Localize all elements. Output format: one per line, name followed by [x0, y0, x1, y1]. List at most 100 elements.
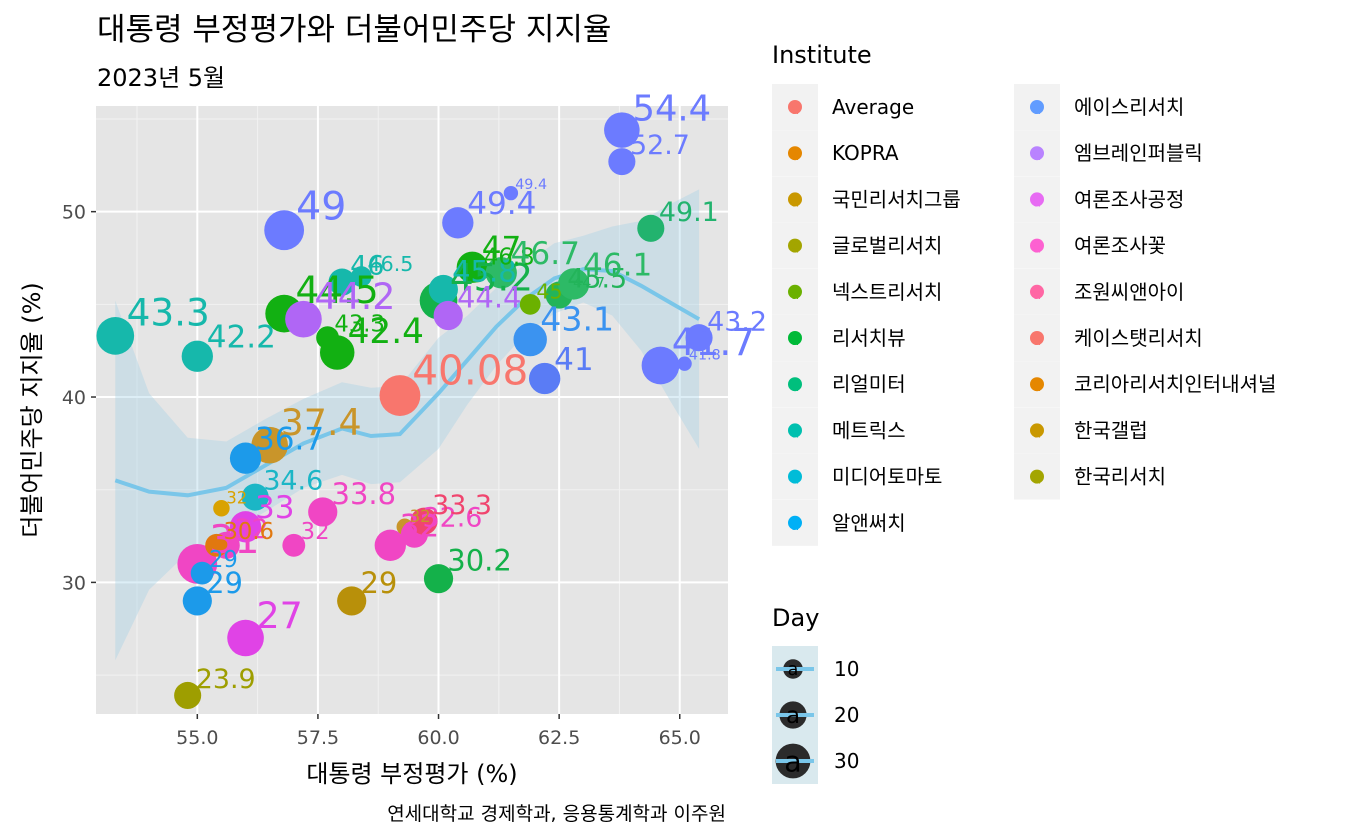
legend-label: 여론조사공정 [1074, 187, 1184, 211]
data-point [227, 619, 264, 657]
x-tick-label: 65.0 [659, 727, 701, 749]
legend-institute-items: a Average a KOPRA a 국민리서치그룹 a 글로벌리서치 a 넥스트리서치 a 리서치… [772, 84, 1276, 546]
data-point [604, 112, 640, 148]
legend-key-glyph: a [791, 148, 800, 164]
legend-key-point [788, 238, 802, 253]
data-label: 33 [255, 490, 295, 526]
x-axis: 55.0 57.5 60.0 62.5 65.0 [176, 714, 701, 749]
data-label: 29 [206, 566, 243, 600]
legend-label: Average [832, 95, 914, 119]
data-label: 44.4 [457, 280, 522, 314]
data-label: 45.2 [450, 255, 533, 299]
data-label: 33.8 [332, 477, 397, 511]
labels-layer: 40.0843.342.24944.544.243.342.44646.537.… [127, 88, 767, 695]
data-point [685, 324, 713, 352]
data-label: 32 [226, 489, 247, 508]
legend-key-glyph: a [791, 518, 800, 534]
legend-key-point [788, 146, 802, 161]
data-label: 41 [554, 342, 594, 378]
legend-day: Day a 10 a 20 a 30 [772, 604, 859, 784]
data-label: 31 [209, 517, 259, 563]
legend-day-title: Day [772, 604, 819, 632]
data-label: 32 [400, 509, 440, 545]
data-label: 47 [482, 231, 522, 267]
legend-key-point [1030, 469, 1044, 484]
data-label: 46 [350, 251, 384, 282]
data-label: 49.4 [515, 177, 547, 193]
y-tick-label: 50 [62, 202, 86, 224]
legend-label: 한국리서치 [1074, 465, 1166, 489]
x-tick-label: 57.5 [297, 727, 339, 749]
data-point [182, 586, 212, 616]
data-point [608, 148, 636, 176]
data-label: 46.5 [368, 252, 414, 276]
data-point [264, 210, 305, 251]
data-point [205, 533, 229, 557]
plot-panel: 40.0843.342.24944.544.243.342.44646.537.… [96, 88, 767, 714]
legend-key-point [1030, 377, 1044, 392]
data-point [96, 317, 135, 355]
legend-institute-title: Institute [772, 41, 872, 69]
data-label: 46.8 [484, 245, 535, 271]
legend-key-glyph: a [791, 333, 800, 349]
data-label: 34.6 [263, 466, 323, 497]
data-label: 42.2 [207, 320, 276, 356]
legend-day-label: 20 [834, 703, 859, 727]
legend-key-point [1030, 331, 1044, 345]
legend-key-point [1030, 192, 1044, 207]
legend-key-point [788, 192, 802, 207]
data-point [433, 300, 463, 331]
data-label: 42.4 [348, 312, 424, 352]
legend-day-label: 10 [834, 657, 859, 681]
data-label: 49.1 [659, 197, 719, 228]
data-point [181, 340, 213, 372]
chart-subtitle: 2023년 5월 [97, 64, 225, 92]
legend-key-glyph: a [1033, 333, 1042, 349]
legend-key-glyph: a [791, 241, 800, 257]
legend-label: 알앤써치 [832, 511, 906, 535]
y-tick-label: 40 [62, 387, 86, 409]
data-point [379, 375, 421, 416]
legend-key-glyph: a [791, 102, 800, 118]
data-label: 30.6 [223, 519, 274, 545]
data-label: 29 [360, 566, 397, 600]
legend-key-point [1030, 423, 1044, 438]
data-label: 43.1 [540, 299, 614, 338]
data-point [641, 346, 680, 385]
legend-key-point [788, 284, 802, 299]
data-label: 49.4 [467, 186, 536, 222]
data-label: 43.3 [334, 311, 385, 337]
legend-key-point [1030, 100, 1044, 114]
legend-day-key-glyph: a [786, 703, 800, 729]
y-tick-label: 30 [62, 572, 86, 594]
data-point [229, 442, 262, 474]
data-point [308, 497, 338, 527]
legend-day-key-glyph: a [788, 660, 799, 680]
data-point [428, 274, 458, 305]
data-label: 43.2 [707, 306, 767, 337]
legend-key-glyph: a [1033, 287, 1042, 303]
legend-label: 넥스트리서치 [832, 280, 942, 304]
data-point [285, 300, 322, 338]
data-label: 27 [257, 594, 303, 637]
legend-day-key-glyph: a [784, 745, 801, 778]
legend-key-glyph: a [791, 287, 800, 303]
chart-caption: 연세대학교 경제학과, 응용통계학과 이주원 [387, 803, 726, 825]
legend-key-point [788, 331, 802, 345]
data-label: 44.5 [295, 268, 378, 312]
legend-label: 케이스탯리서치 [1074, 326, 1203, 350]
legend-key-glyph: a [791, 472, 800, 488]
x-axis-title: 대통령 부정평가 (%) [306, 760, 517, 788]
data-label: 46.7 [511, 236, 580, 272]
data-label: 32 [234, 514, 268, 545]
legend-day-label: 30 [834, 749, 859, 773]
legend-label: 여론조사꽃 [1074, 234, 1166, 258]
data-point [229, 511, 262, 543]
legend-key-glyph: a [791, 194, 800, 210]
data-point [423, 564, 454, 594]
y-axis: 30 40 50 [62, 202, 96, 594]
data-point [350, 266, 372, 287]
data-point [410, 507, 438, 535]
legend-key-point [1030, 238, 1044, 253]
